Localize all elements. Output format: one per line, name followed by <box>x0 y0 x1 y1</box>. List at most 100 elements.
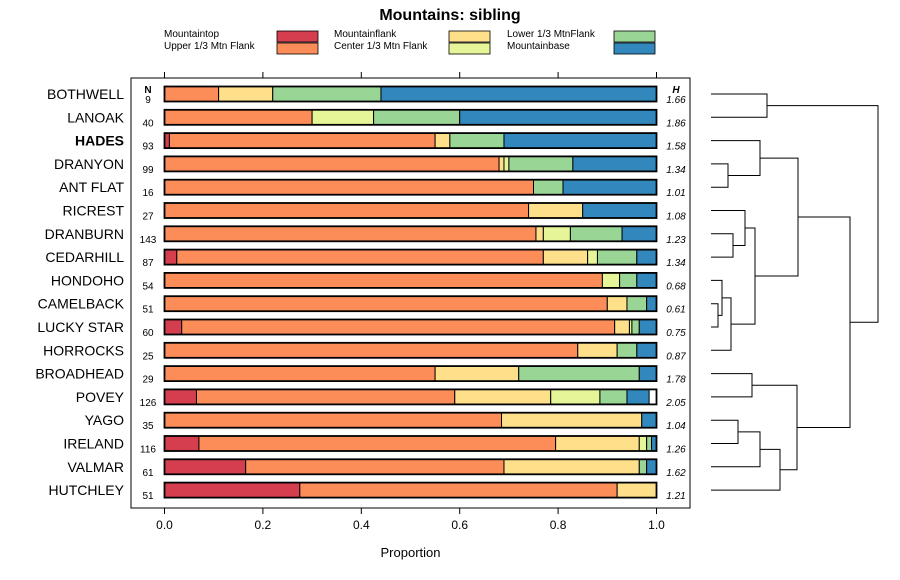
bar-segment-mountaintop <box>164 388 197 405</box>
bar-segment-center-1-3-mtn-flank <box>587 249 598 266</box>
bar-segment-lower-1-3-mtnflank <box>569 225 623 242</box>
row-valmar: VALMAR 61 1.62 <box>67 458 686 479</box>
n-value: 16 <box>142 188 154 199</box>
bar-outline <box>163 132 658 150</box>
bar-segment-lower-1-3-mtnflank <box>533 179 564 196</box>
bar-segment-upper-1-3-mtn-flank <box>164 86 220 102</box>
legend-label-mountaintop: Mountaintop <box>164 29 219 40</box>
bar-outline <box>163 411 658 429</box>
bar-segment-lower-1-3-mtnflank <box>508 155 574 172</box>
h-value: 1.01 <box>666 188 685 199</box>
h-value: 2.05 <box>665 398 686 409</box>
dendrogram-link <box>731 227 756 325</box>
bar-segment-mountainbase <box>626 388 650 405</box>
n-value: 25 <box>142 351 154 362</box>
dendrogram-link <box>711 163 729 188</box>
h-value: 0.68 <box>666 281 686 292</box>
row-label: HADES <box>75 133 124 149</box>
bar-outline <box>163 225 658 243</box>
dendrogram-link <box>711 419 739 444</box>
bar-segment-mountainflank <box>434 132 451 149</box>
n-value: 29 <box>142 375 154 386</box>
bar-segment-upper-1-3-mtn-flank <box>198 435 557 452</box>
plot-frame <box>130 77 691 509</box>
row-label: HONDOHO <box>51 272 124 288</box>
bar-segment-upper-1-3-mtn-flank <box>164 412 503 429</box>
n-value: 40 <box>142 118 154 129</box>
row-ricrest: RICREST 27 1.08 <box>63 202 686 223</box>
row-label: LUCKY STAR <box>37 319 124 335</box>
x-tick-label: 0.8 <box>550 518 567 532</box>
dendrogram-link <box>767 105 879 323</box>
h-value: 1.08 <box>666 212 686 223</box>
bar-segment-mountainbase <box>646 458 657 475</box>
n-value: 143 <box>140 235 157 246</box>
bar-segment-center-1-3-mtn-flank <box>550 388 601 405</box>
bar-rows: BOTHWELL 9 1.66 LANOAK 40 1.86 HADES 93 1.58 DRAN… <box>35 85 686 502</box>
bar-segment-mountainbase <box>503 132 658 149</box>
bar-segment-mountainflank <box>528 202 584 219</box>
bar-segment-upper-1-3-mtn-flank <box>164 179 534 196</box>
n-value: 35 <box>142 421 154 432</box>
h-value: 1.04 <box>666 421 686 432</box>
x-tick-label: 0.2 <box>255 518 272 532</box>
legend-label-lower-1-3-mtnflank: Lower 1/3 MtnFlank <box>507 29 596 40</box>
row-ireland: IRELAND 116 1.26 <box>63 435 686 456</box>
row-label: POVEY <box>76 389 125 405</box>
bar-segment-lower-1-3-mtnflank <box>638 458 648 475</box>
bar-segment-upper-1-3-mtn-flank <box>164 155 500 172</box>
bar-outline <box>163 458 658 476</box>
bar-segment-mountaintop <box>164 458 247 475</box>
bar-segment-center-1-3-mtn-flank <box>601 272 621 289</box>
bar-segment-center-1-3-mtn-flank <box>638 435 648 452</box>
bar-segment-upper-1-3-mtn-flank <box>164 342 579 359</box>
dendrogram <box>711 93 879 491</box>
bar-segment-upper-1-3-mtn-flank <box>164 202 530 219</box>
n-value: 61 <box>142 468 154 479</box>
bar-segment-upper-1-3-mtn-flank <box>164 295 608 312</box>
n-value: 126 <box>140 398 157 409</box>
bar-outline <box>163 248 658 266</box>
bar-segment-lower-1-3-mtnflank <box>646 435 653 452</box>
h-value: 1.78 <box>666 375 686 386</box>
h-value: 0.87 <box>666 351 686 362</box>
bar-segment-mountainbase <box>621 225 657 242</box>
row-label: HORROCKS <box>43 342 124 358</box>
n-value: 87 <box>142 258 154 269</box>
legend-swatch-mountainbase <box>613 42 656 55</box>
bar-segment-mountainbase <box>638 365 658 382</box>
legend-swatch-mountainflank <box>448 30 491 43</box>
h-value: 1.26 <box>666 445 686 456</box>
h-value: 1.34 <box>666 258 686 269</box>
bar-segment-lower-1-3-mtnflank <box>599 388 628 405</box>
bar-segment-mountainbase <box>582 202 658 219</box>
bar-segment-lower-1-3-mtnflank <box>596 249 638 266</box>
dendrogram-link <box>711 297 732 351</box>
bar-outline <box>163 295 658 313</box>
bar-outline <box>163 365 658 383</box>
bar-segment-center-1-3-mtn-flank <box>542 225 571 242</box>
h-value: 1.58 <box>666 142 686 153</box>
chart-title: Mountains: sibling <box>379 7 520 24</box>
bar-segment-lower-1-3-mtnflank <box>518 365 640 382</box>
row-label: RICREST <box>63 203 125 219</box>
bar-segment-mountainbase <box>380 86 657 102</box>
bar-segment-mountainflank <box>606 295 628 312</box>
bar-outline <box>163 318 658 336</box>
bar-segment-upper-1-3-mtn-flank <box>299 482 618 499</box>
bar-outline <box>163 481 658 499</box>
bar-outline <box>163 435 658 452</box>
row-dranyon: DRANYON 99 1.34 <box>54 155 686 176</box>
h-value: 1.62 <box>666 468 686 479</box>
row-label: BROADHEAD <box>35 366 124 382</box>
row-label: VALMAR <box>67 459 124 475</box>
bar-segment-upper-1-3-mtn-flank <box>164 272 603 289</box>
n-value: 51 <box>142 305 154 316</box>
bar-segment-mountainbase <box>572 155 657 172</box>
h-value: 1.21 <box>666 491 685 502</box>
bar-segment-mountainflank <box>616 482 658 499</box>
dendrogram-link <box>711 210 746 246</box>
row-dranburn: DRANBURN 143 1.23 <box>45 225 686 246</box>
x-tick-label: 0.0 <box>156 518 173 532</box>
